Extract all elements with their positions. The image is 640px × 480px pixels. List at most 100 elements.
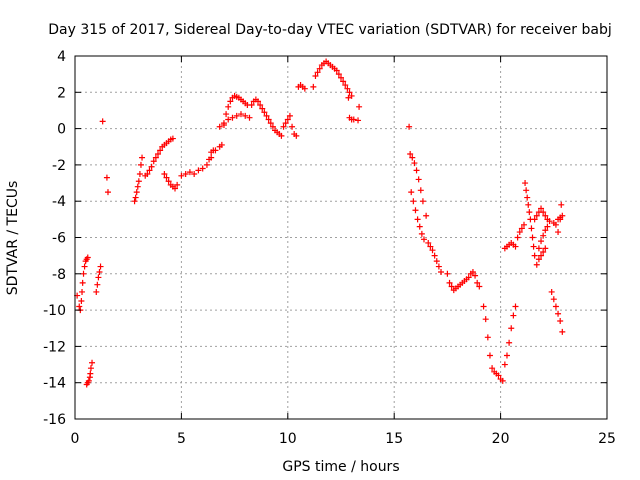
data-point (411, 160, 418, 167)
data-point (412, 207, 419, 214)
data-point (348, 92, 355, 99)
data-point (87, 365, 94, 372)
data-point (531, 252, 538, 259)
data-point (429, 247, 436, 254)
data-point (85, 377, 92, 384)
data-point (182, 170, 189, 177)
data-point (278, 132, 285, 139)
data-point (499, 377, 506, 384)
data-point (538, 238, 545, 245)
data-point (484, 334, 491, 341)
data-point (131, 198, 138, 205)
data-point (533, 261, 540, 268)
data-point (540, 209, 547, 216)
data-point (512, 303, 519, 310)
data-point (559, 328, 566, 335)
axis-ticks (74, 55, 608, 420)
data-point (269, 123, 276, 130)
data-point (225, 116, 232, 123)
data-point (418, 230, 425, 237)
data-point (474, 279, 481, 286)
data-point (555, 229, 562, 236)
data-point (510, 312, 517, 319)
data-point (132, 194, 139, 201)
data-point (286, 112, 293, 119)
data-point (223, 111, 230, 118)
data-point (259, 105, 266, 112)
data-point (96, 268, 103, 275)
data-point (289, 123, 296, 130)
data-point (134, 183, 141, 190)
data-point (165, 178, 172, 185)
data-point (81, 263, 88, 270)
data-point (263, 112, 270, 119)
data-point (423, 212, 430, 219)
data-point (186, 169, 193, 176)
data-point (316, 65, 323, 72)
data-point (94, 281, 101, 288)
data-point (433, 258, 440, 265)
y-tick-label: -2 (52, 158, 66, 174)
data-point (84, 254, 91, 261)
data-point (542, 245, 549, 252)
data-point (546, 218, 553, 225)
data-point (191, 170, 198, 177)
data-point (199, 165, 206, 172)
data-point (93, 288, 100, 295)
y-tick-label: -6 (52, 231, 66, 247)
data-point (530, 243, 537, 250)
data-point (135, 178, 142, 185)
data-point (407, 151, 414, 158)
data-point (157, 147, 164, 154)
data-point (133, 189, 140, 196)
data-point (419, 198, 426, 205)
data-point (208, 149, 215, 156)
data-point (476, 283, 483, 290)
data-point (501, 361, 508, 368)
data-point (174, 181, 181, 188)
data-point (518, 225, 525, 232)
data-point (152, 154, 159, 161)
data-point (417, 187, 424, 194)
data-point (76, 303, 83, 310)
data-point (255, 98, 262, 105)
data-point (465, 274, 472, 281)
data-point (415, 176, 422, 183)
data-point (538, 205, 545, 212)
data-point (89, 359, 96, 366)
data-point (522, 180, 529, 187)
data-point (216, 123, 223, 130)
y-tick-label: -8 (52, 267, 66, 283)
data-point (557, 317, 564, 324)
data-point (246, 114, 253, 121)
data-point (523, 187, 530, 194)
data-point (542, 227, 549, 234)
data-point (410, 198, 417, 205)
data-point (448, 283, 455, 290)
data-point (472, 272, 479, 279)
y-tick-label: 2 (57, 85, 66, 101)
x-tick-labels: 0 5 10 15 20 25 (71, 431, 616, 447)
data-point (225, 103, 232, 110)
data-point (489, 365, 496, 372)
data-point (233, 112, 240, 119)
data-point (293, 132, 300, 139)
data-point (495, 372, 502, 379)
data-point (257, 102, 264, 109)
data-point (503, 352, 510, 359)
x-tick-label: 25 (598, 431, 616, 447)
y-tick-labels: 4 2 0 -2 -4 -6 -8 -10 -12 -14 -16 (43, 49, 66, 428)
data-point (314, 69, 321, 76)
data-point (482, 316, 489, 323)
data-point (280, 123, 287, 130)
data-point (508, 325, 515, 332)
data-point (301, 85, 308, 92)
data-point (172, 185, 179, 192)
data-point (431, 252, 438, 259)
y-tick-label: -16 (43, 412, 66, 428)
data-point (220, 120, 227, 127)
y-tick-label: -12 (43, 339, 66, 355)
data-point (344, 85, 351, 92)
data-point (335, 71, 342, 78)
